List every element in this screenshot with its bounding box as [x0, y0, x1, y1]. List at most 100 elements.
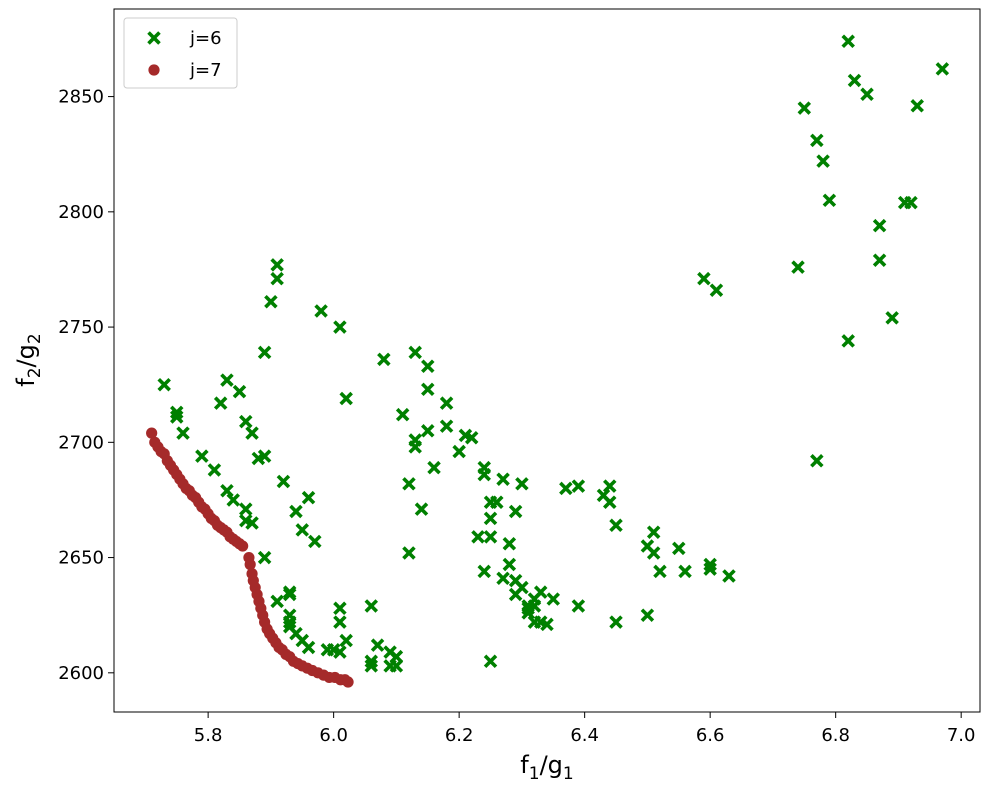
data-point: [678, 564, 692, 579]
data-point: [270, 594, 284, 609]
data-point: [904, 195, 918, 210]
series-j=6: [157, 34, 950, 673]
data-point: [333, 645, 347, 659]
data-point: [207, 463, 222, 477]
data-point: [816, 154, 830, 168]
data-point: [515, 477, 529, 491]
data-point: [195, 449, 209, 463]
data-marks: [146, 34, 950, 688]
y-tick-label: 2600: [58, 663, 104, 684]
data-point: [389, 659, 404, 673]
data-point: [364, 599, 379, 613]
data-point: [502, 557, 517, 572]
data-point: [822, 193, 837, 208]
data-point: [797, 101, 812, 115]
data-point: [496, 472, 510, 486]
data-point: [239, 414, 253, 429]
data-point: [653, 564, 667, 579]
legend-label-j6: j=6: [189, 28, 222, 49]
data-point: [841, 334, 855, 348]
data-point: [282, 587, 297, 602]
x-axis-label: f1/g1: [520, 751, 573, 784]
data-point: [872, 218, 887, 233]
legend-marker-j6: [147, 31, 161, 45]
data-point: [408, 440, 422, 454]
data-point: [270, 258, 284, 272]
data-point: [722, 569, 736, 583]
data-point: [471, 530, 485, 544]
data-point: [220, 373, 234, 387]
data-point: [308, 534, 322, 549]
data-point: [646, 546, 661, 560]
data-point: [703, 562, 717, 576]
x-tick-label: 6.6: [696, 725, 725, 746]
data-point: [170, 410, 184, 424]
data-point: [490, 495, 504, 509]
data-point: [257, 449, 272, 463]
data-point: [289, 504, 303, 519]
data-point: [910, 99, 924, 113]
data-point: [402, 546, 416, 560]
data-point: [477, 467, 491, 482]
data-point: [342, 676, 354, 688]
data-point: [646, 525, 661, 539]
data-point: [146, 427, 158, 439]
data-point: [244, 558, 256, 571]
data-point: [282, 615, 297, 629]
data-point: [276, 474, 291, 489]
data-point: [533, 585, 548, 599]
y-tick-label: 2650: [58, 548, 104, 569]
data-point: [333, 615, 347, 629]
data-point: [709, 283, 724, 297]
legend-label-j7: j=7: [189, 60, 222, 81]
data-point: [421, 359, 435, 374]
data-point: [860, 87, 874, 102]
data-point: [483, 511, 498, 526]
data-point: [571, 599, 586, 613]
axes: 5.8 6.0 6.2 6.4 6.6 6.8 7.0 2600 2650 2700 2750 280…: [58, 87, 975, 746]
data-point: [257, 550, 272, 565]
data-point: [421, 382, 435, 397]
data-point: [609, 615, 623, 629]
x-tick-label: 6.0: [319, 725, 348, 746]
data-point: [333, 320, 347, 334]
legend: j=6 j=7: [123, 17, 238, 89]
plot-area: [113, 8, 981, 713]
data-point: [603, 495, 617, 509]
data-point: [237, 540, 249, 552]
data-point: [464, 430, 479, 445]
data-point: [395, 407, 410, 422]
data-point: [421, 424, 435, 438]
data-point: [452, 444, 466, 459]
data-point: [314, 304, 328, 318]
legend-x-marker: [147, 31, 161, 45]
data-point: [885, 311, 899, 325]
data-point: [370, 638, 385, 652]
data-point: [176, 426, 190, 440]
data-point: [697, 271, 711, 286]
data-point: [546, 592, 561, 606]
data-point: [257, 345, 272, 360]
data-point: [301, 640, 316, 655]
data-point: [571, 479, 586, 493]
data-point: [402, 477, 416, 491]
data-point: [872, 253, 887, 267]
series-j=7: [146, 427, 354, 688]
data-point: [540, 617, 554, 632]
x-tick-label: 5.8: [194, 725, 223, 746]
data-point: [295, 523, 310, 537]
data-point: [427, 460, 441, 475]
data-point: [483, 654, 498, 669]
data-point: [609, 518, 623, 533]
data-point: [559, 481, 573, 496]
data-point: [640, 608, 655, 622]
data-point: [339, 633, 353, 648]
data-point: [810, 133, 824, 148]
data-point: [333, 601, 347, 616]
data-point: [213, 396, 228, 410]
legend-dot-marker: [148, 64, 160, 76]
data-point: [301, 490, 316, 505]
y-axis-label: f2/g2: [12, 333, 45, 386]
data-point: [339, 391, 353, 406]
